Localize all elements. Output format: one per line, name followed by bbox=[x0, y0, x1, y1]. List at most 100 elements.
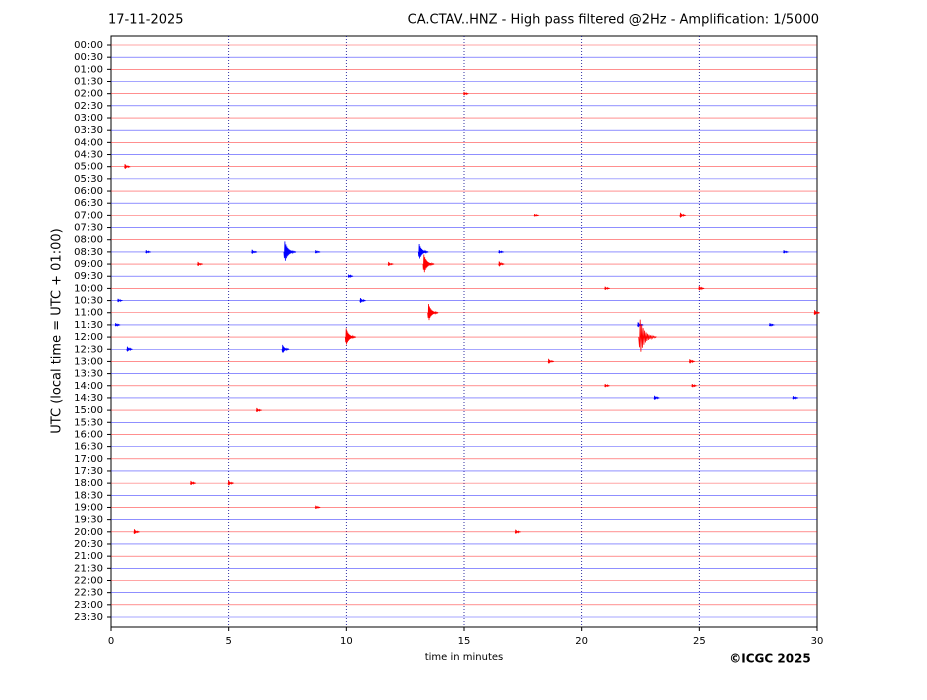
y-tick-label: 13:30 bbox=[74, 369, 103, 380]
y-tick-label: 19:00 bbox=[74, 502, 103, 513]
y-tick-label: 17:00 bbox=[74, 454, 103, 465]
x-tick-label: 0 bbox=[108, 636, 114, 647]
y-tick-label: 08:30 bbox=[74, 247, 103, 258]
seismic-event bbox=[783, 250, 789, 254]
y-tick-label: 12:00 bbox=[74, 332, 103, 343]
seismic-event bbox=[653, 395, 660, 400]
y-tick-label: 01:30 bbox=[74, 77, 103, 88]
seismic-event bbox=[117, 298, 123, 303]
date: 17-11-2025 bbox=[108, 13, 184, 28]
y-tick-label: 10:00 bbox=[74, 283, 103, 294]
y-tick-label: 00:30 bbox=[74, 52, 103, 63]
x-tick-label: 10 bbox=[340, 636, 353, 647]
y-tick-label: 18:00 bbox=[74, 478, 103, 489]
seismic-event bbox=[422, 254, 435, 273]
y-tick-label: 01:00 bbox=[74, 64, 103, 75]
y-tick-label: 16:00 bbox=[74, 429, 103, 440]
y-tick-label: 04:30 bbox=[74, 150, 103, 161]
seismic-event bbox=[124, 164, 131, 169]
seismic-event bbox=[463, 91, 469, 96]
y-tick-label: 23:00 bbox=[74, 600, 103, 611]
y-tick-label: 05:00 bbox=[74, 162, 103, 173]
seismic-event bbox=[604, 383, 610, 388]
y-tick-label: 16:30 bbox=[74, 442, 103, 453]
y-tick-label: 04:00 bbox=[74, 137, 103, 148]
seismic-event bbox=[251, 249, 258, 254]
seismic-event bbox=[638, 319, 657, 352]
plot-frame bbox=[110, 35, 818, 628]
y-tick-label: 19:30 bbox=[74, 515, 103, 526]
y-tick-label: 18:30 bbox=[74, 490, 103, 501]
seismic-event bbox=[283, 241, 297, 261]
seismic-event bbox=[691, 383, 697, 388]
y-tick-label: 22:30 bbox=[74, 588, 103, 599]
y-tick-label: 06:00 bbox=[74, 186, 103, 197]
y-tick-label: 06:30 bbox=[74, 198, 103, 209]
x-tick-label: 25 bbox=[693, 636, 706, 647]
y-tick-label: 07:00 bbox=[74, 210, 103, 221]
seismic-event bbox=[769, 323, 775, 327]
seismic-event bbox=[133, 529, 140, 535]
seismic-event bbox=[197, 261, 203, 266]
y-tick-label: 05:30 bbox=[74, 174, 103, 185]
x-tick-label: 30 bbox=[811, 636, 824, 647]
seismic-event bbox=[698, 286, 705, 291]
seismic-event bbox=[498, 261, 505, 267]
seismic-event bbox=[190, 480, 196, 486]
y-tick-label: 14:00 bbox=[74, 381, 103, 392]
seismic-event bbox=[792, 396, 799, 400]
y-axis-label: UTC (local time = UTC + 01:00) bbox=[50, 228, 65, 433]
seismic-event bbox=[227, 480, 234, 486]
seismic-event bbox=[256, 407, 262, 413]
seismic-event bbox=[359, 297, 366, 303]
seismic-event bbox=[344, 328, 357, 345]
seismic-event bbox=[533, 213, 539, 217]
y-tick-label: 21:30 bbox=[74, 563, 103, 574]
seismic-event bbox=[281, 344, 290, 353]
y-tick-label: 00:00 bbox=[74, 40, 103, 51]
x-axis-label: time in minutes bbox=[425, 652, 504, 663]
seismic-event bbox=[417, 243, 429, 259]
chart-title: CA.CTAV..HNZ - High pass filtered @2Hz -… bbox=[408, 13, 819, 28]
seismic-event bbox=[689, 359, 695, 364]
seismic-event bbox=[679, 212, 686, 218]
y-tick-label: 14:30 bbox=[74, 393, 103, 404]
y-tick-label: 02:30 bbox=[74, 101, 103, 112]
y-tick-label: 12:30 bbox=[74, 344, 103, 355]
y-tick-label: 09:30 bbox=[74, 271, 103, 282]
y-tick-label: 15:00 bbox=[74, 405, 103, 416]
seismic-event bbox=[547, 358, 554, 364]
y-tick-label: 08:00 bbox=[74, 235, 103, 246]
seismic-event bbox=[114, 323, 121, 327]
y-tick-label: 02:00 bbox=[74, 89, 103, 100]
seismic-event bbox=[314, 250, 321, 254]
y-tick-label: 15:30 bbox=[74, 417, 103, 428]
y-tick-label: 17:30 bbox=[74, 466, 103, 477]
y-tick-label: 03:30 bbox=[74, 125, 103, 136]
y-tick-label: 10:30 bbox=[74, 296, 103, 307]
seismic-event bbox=[126, 346, 133, 352]
y-tick-label: 20:00 bbox=[74, 527, 103, 538]
y-tick-label: 11:30 bbox=[74, 320, 103, 331]
y-tick-label: 13:00 bbox=[74, 356, 103, 367]
y-tick-label: 09:00 bbox=[74, 259, 103, 270]
seismic-event bbox=[314, 505, 321, 509]
y-tick-label: 22:00 bbox=[74, 575, 103, 586]
x-tick-label: 20 bbox=[575, 636, 588, 647]
seismic-event bbox=[813, 310, 820, 316]
y-tick-label: 11:00 bbox=[74, 308, 103, 319]
y-tick-label: 20:30 bbox=[74, 539, 103, 550]
seismic-event bbox=[347, 274, 354, 279]
seismic-event bbox=[145, 250, 151, 254]
x-tick-label: 5 bbox=[225, 636, 231, 647]
y-tick-label: 07:30 bbox=[74, 223, 103, 234]
y-tick-label: 23:30 bbox=[74, 612, 103, 623]
x-tick-label: 15 bbox=[458, 636, 471, 647]
y-tick-label: 21:00 bbox=[74, 551, 103, 562]
seismic-event bbox=[604, 286, 610, 290]
credit: ©ICGC 2025 bbox=[729, 652, 811, 666]
seismic-event bbox=[514, 529, 521, 534]
seismic-event bbox=[387, 261, 394, 266]
y-tick-label: 03:00 bbox=[74, 113, 103, 124]
